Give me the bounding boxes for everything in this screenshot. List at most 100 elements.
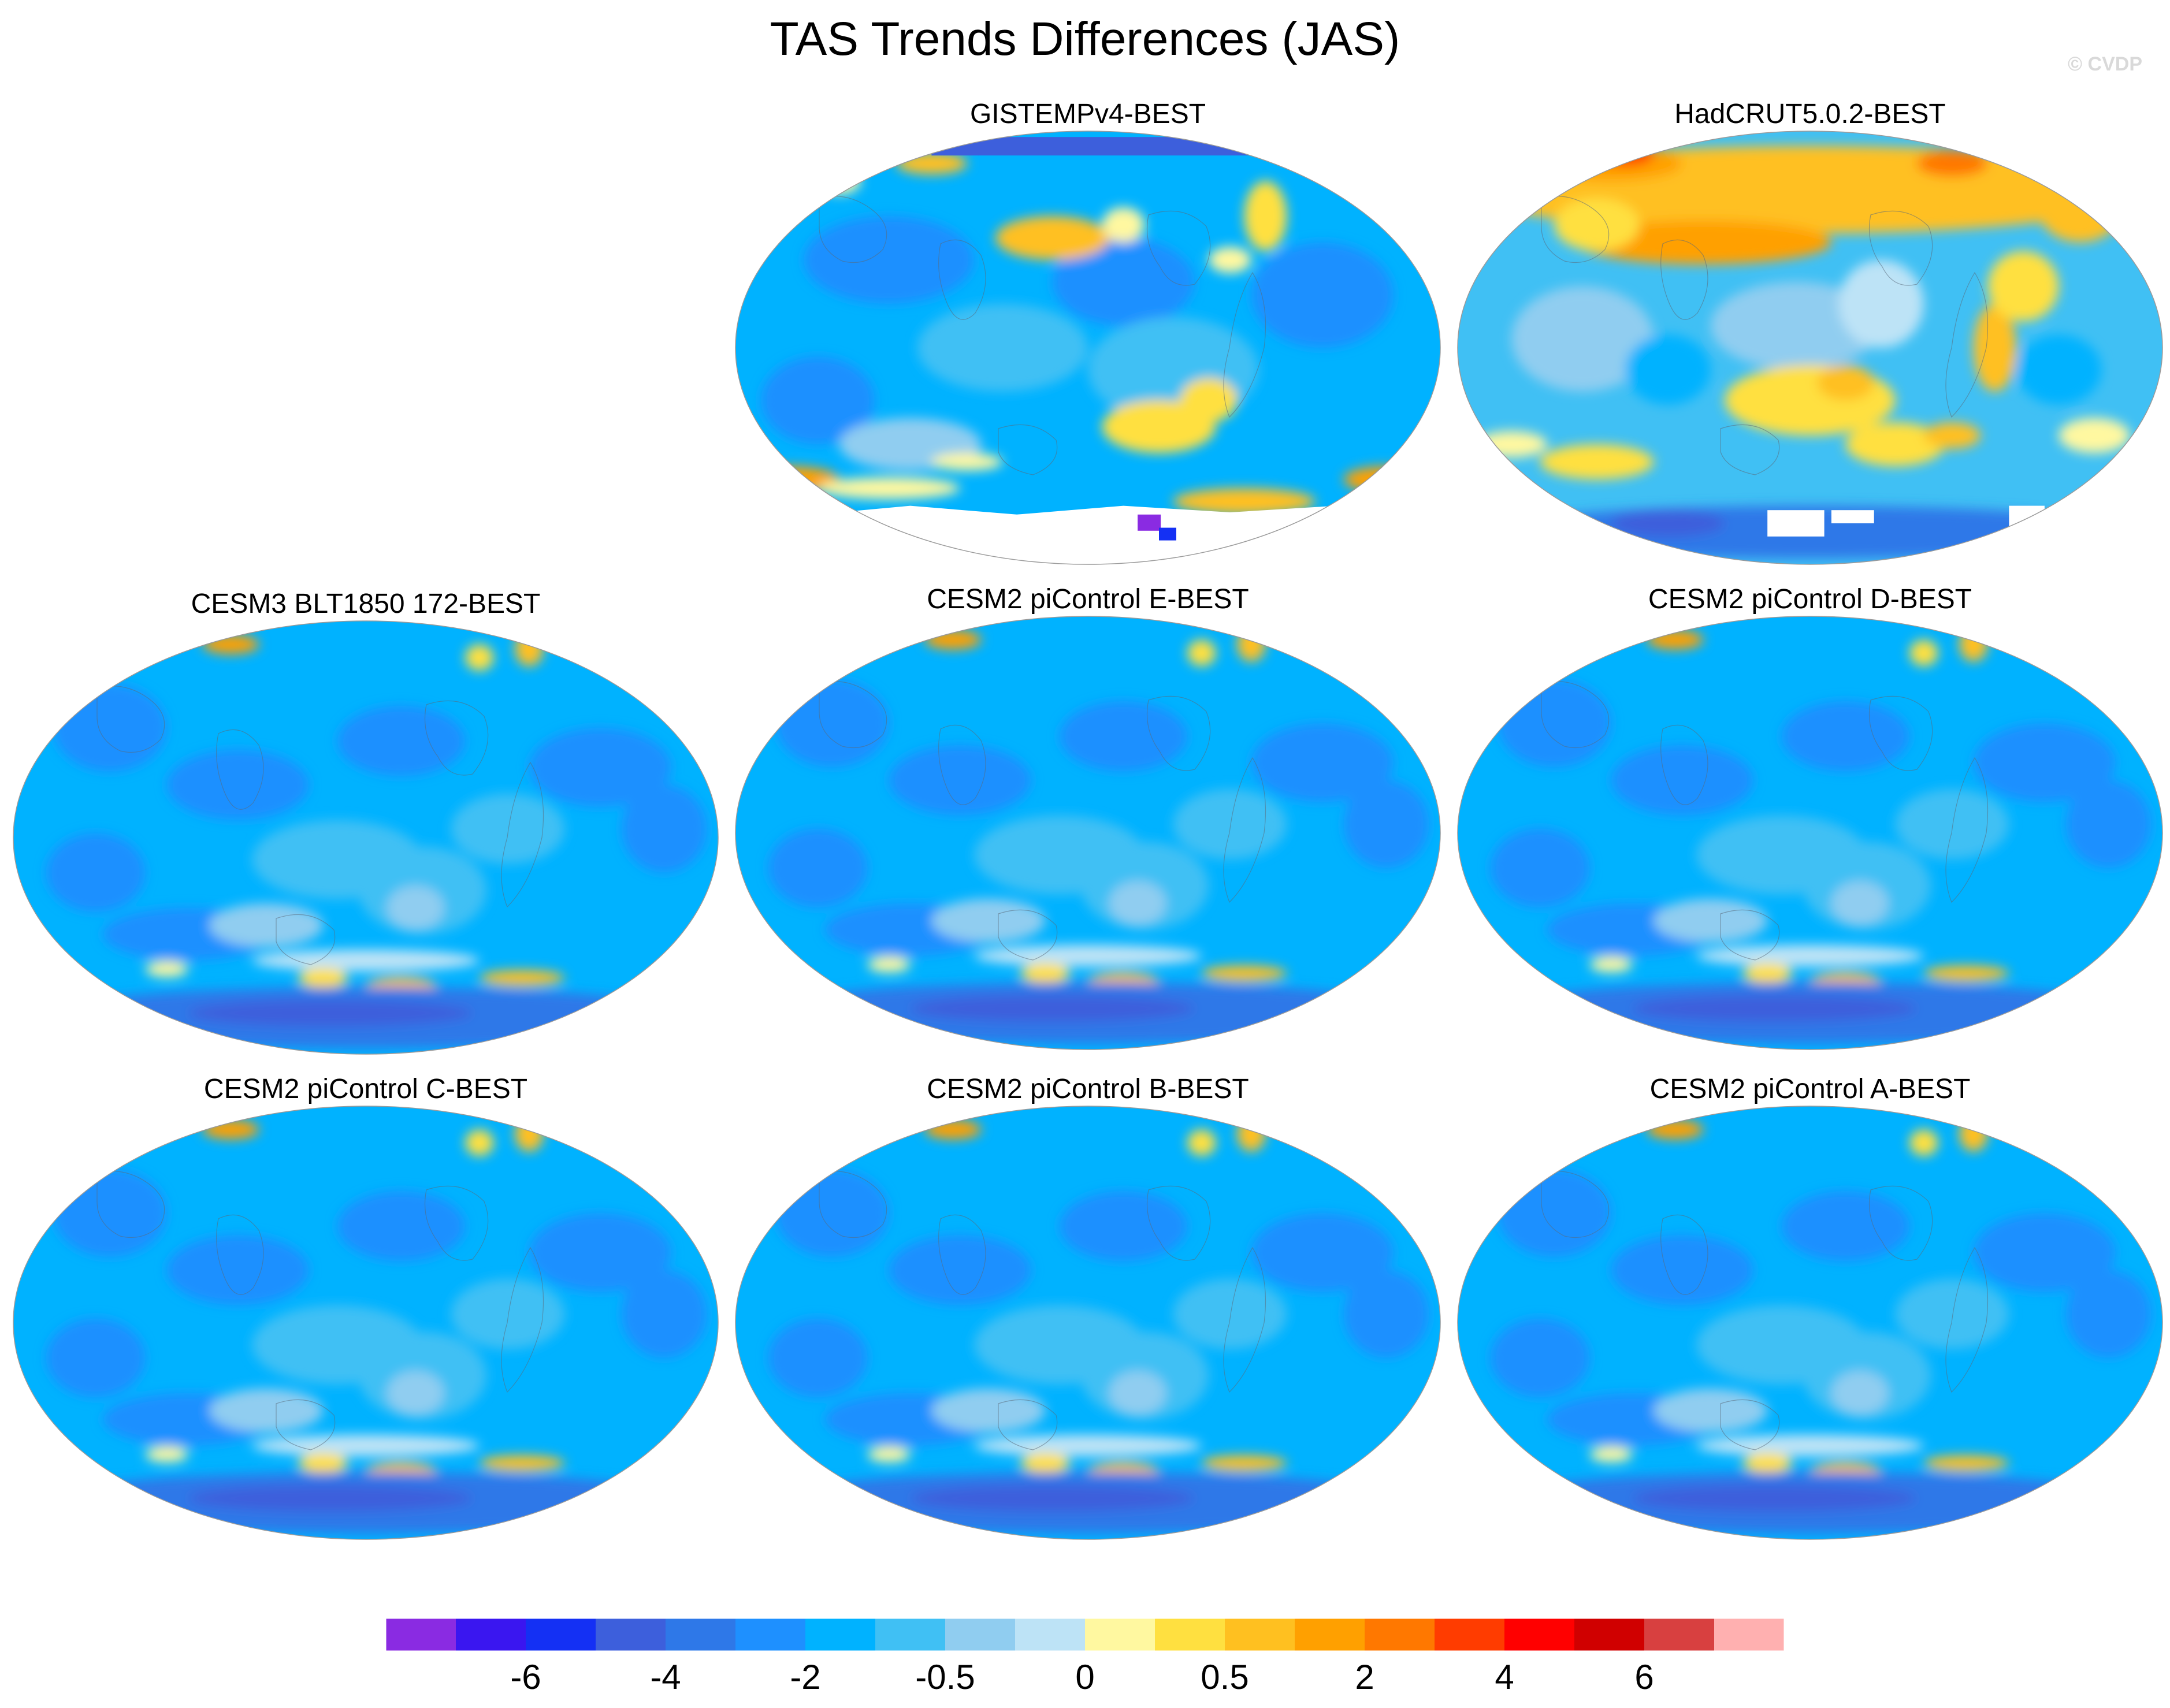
contour-region — [1653, 899, 1768, 943]
contour-region — [2065, 1270, 2152, 1358]
colorbar-box — [1714, 1618, 1784, 1651]
missing-data-region — [2065, 523, 2094, 537]
map-border — [1457, 616, 2163, 1050]
contour-region — [1781, 701, 1910, 772]
contour-region — [1909, 639, 1938, 667]
coastline — [501, 761, 544, 908]
colorbar-box — [1155, 1618, 1225, 1651]
contour-region — [46, 833, 146, 913]
contour-region — [209, 903, 324, 947]
coastline — [424, 1185, 489, 1261]
map-gistemp — [735, 131, 1441, 565]
coastline — [424, 700, 489, 776]
colorbar-box — [386, 1618, 456, 1651]
contour-region — [465, 1129, 494, 1156]
coastline — [1660, 1214, 1708, 1295]
contour-region — [1476, 431, 1547, 457]
missing-data-region — [1831, 510, 1874, 523]
colorbar-box — [945, 1618, 1015, 1651]
contour-region — [896, 152, 967, 174]
contour-region — [1973, 723, 2116, 802]
panel-title: GISTEMPv4-BEST — [969, 99, 1206, 129]
contour-region — [1180, 378, 1238, 423]
contour-region — [1540, 444, 1654, 479]
coastlines — [96, 686, 544, 965]
coastlines — [819, 681, 1266, 961]
contour-region — [1052, 238, 1195, 326]
panel-title: CESM3 BLT1850 172-BEST — [191, 589, 541, 619]
colorbar-label: 2 — [1355, 1658, 1374, 1696]
coastline — [1869, 1185, 1933, 1261]
credit-label: © CVDP — [2068, 53, 2142, 75]
map-field — [1458, 131, 2162, 564]
contour-region — [768, 828, 868, 908]
colorbar-box — [1574, 1618, 1644, 1651]
panel-title: CESM2 piControl D-BEST — [1648, 584, 1972, 615]
map-border — [1457, 131, 2163, 565]
contour-region — [1611, 1235, 1753, 1305]
coastline — [1223, 757, 1266, 903]
contour-region — [1923, 1455, 2009, 1471]
coastline — [1720, 909, 1780, 961]
contour-region — [451, 794, 565, 864]
contour-region — [1696, 944, 1924, 967]
contour-region — [1251, 1213, 1394, 1292]
coastline — [1720, 1399, 1780, 1450]
panel-title: HadCRUT5.0.2-BEST — [1674, 99, 1946, 129]
colorbar-labels: -6 -4 -2 -0.5 0 0.5 2 4 6 — [0, 1657, 2170, 1703]
coastlines — [1541, 196, 1989, 475]
contour-region — [1916, 150, 1988, 177]
contour-region — [1831, 881, 1889, 925]
contour-region — [479, 1455, 565, 1471]
coastline — [1541, 196, 1610, 263]
contour-region — [145, 1446, 188, 1463]
panel-title: CESM2 piControl B-BEST — [927, 1074, 1249, 1104]
contour-region — [387, 885, 444, 930]
contour-region — [974, 1434, 1202, 1457]
map-panel-gistemp: GISTEMPv4-BEST — [733, 98, 1443, 572]
colorbar-label: -4 — [650, 1658, 681, 1696]
colorbar-label: -2 — [790, 1658, 821, 1696]
map-border — [735, 1106, 1441, 1540]
colorbar-box — [1015, 1618, 1085, 1651]
map-field — [735, 616, 1440, 1050]
coastline — [1660, 724, 1708, 805]
colorbar-box — [805, 1618, 875, 1651]
contour-region — [1895, 789, 2009, 859]
coastline — [216, 1214, 264, 1295]
coastline — [1869, 695, 1933, 771]
coastline — [276, 914, 336, 965]
map-panel-cesm2d: CESM2 piControl D-BEST — [1455, 583, 2165, 1057]
contour-region — [1173, 488, 1316, 515]
contour-region — [917, 304, 1088, 392]
contour-region — [804, 216, 975, 304]
contour-region — [387, 1371, 444, 1415]
contour-region — [1625, 334, 1711, 405]
map-cesm2d — [1457, 616, 2163, 1050]
contour-region — [1173, 789, 1287, 859]
colorbar-label: 0.5 — [1201, 1658, 1249, 1696]
colorbar-box — [1225, 1618, 1295, 1651]
colorbar-box — [526, 1618, 596, 1651]
coastlines — [819, 1171, 1266, 1450]
contour-region — [1020, 963, 1071, 983]
contour-region — [1490, 1318, 1590, 1398]
contour-region — [867, 957, 911, 973]
map-field — [13, 1106, 718, 1539]
contour-region — [1696, 1434, 1924, 1457]
contour-region — [1173, 1279, 1287, 1349]
map-cesm2a — [1457, 1106, 2163, 1540]
coastline — [1223, 271, 1266, 418]
coastline — [96, 1171, 165, 1238]
contour-region — [931, 1389, 1046, 1432]
contour-region — [931, 453, 1003, 471]
coastline — [1541, 681, 1610, 749]
colorbar-box — [1435, 1618, 1504, 1651]
contour-region — [1244, 181, 1287, 251]
map-cesm2e — [735, 616, 1441, 1050]
contour-region — [775, 679, 889, 767]
contour-region — [2058, 418, 2130, 453]
coastline — [96, 686, 165, 753]
contour-region — [1909, 1129, 1938, 1156]
coastline — [1869, 210, 1933, 286]
